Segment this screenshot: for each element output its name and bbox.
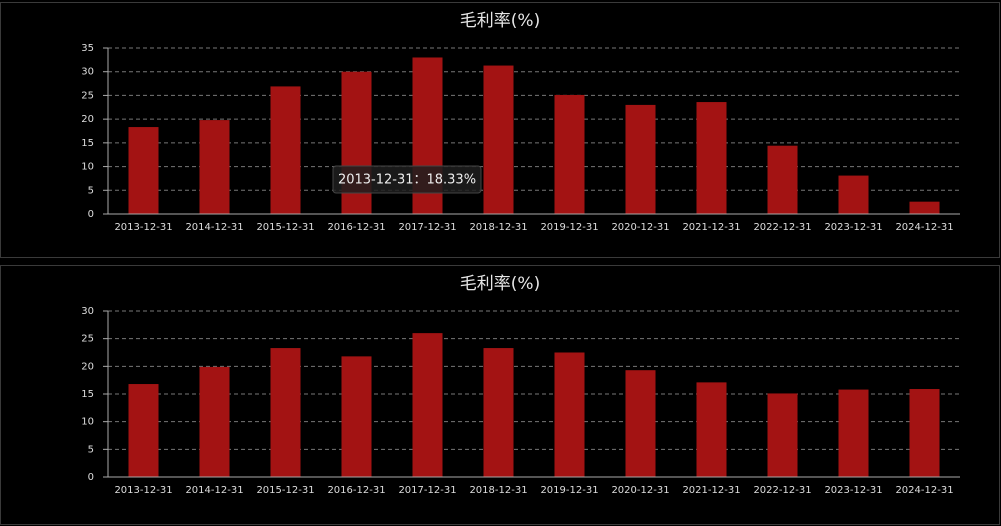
x-tick-label: 2021-12-31 bbox=[682, 485, 740, 496]
y-tick-label: 25 bbox=[81, 90, 94, 101]
x-tick-label: 2014-12-31 bbox=[185, 222, 243, 233]
bar bbox=[270, 348, 301, 477]
bar bbox=[483, 65, 514, 214]
bar bbox=[483, 348, 514, 477]
bar bbox=[199, 366, 230, 477]
bar bbox=[909, 389, 940, 477]
bar bbox=[554, 352, 585, 477]
x-tick-label: 2023-12-31 bbox=[824, 485, 882, 496]
x-tick-label: 2017-12-31 bbox=[398, 222, 456, 233]
x-tick-label: 2015-12-31 bbox=[256, 485, 314, 496]
bar bbox=[270, 86, 301, 214]
bar bbox=[696, 102, 727, 214]
y-tick-label: 15 bbox=[81, 389, 94, 400]
y-tick-label: 30 bbox=[81, 67, 94, 78]
y-tick-label: 0 bbox=[88, 209, 94, 220]
x-tick-label: 2022-12-31 bbox=[753, 485, 811, 496]
y-tick-label: 20 bbox=[81, 114, 94, 125]
x-tick-label: 2023-12-31 bbox=[824, 222, 882, 233]
x-tick-label: 2019-12-31 bbox=[540, 485, 598, 496]
x-tick-label: 2020-12-31 bbox=[611, 485, 669, 496]
y-tick-label: 20 bbox=[81, 361, 94, 372]
x-tick-label: 2020-12-31 bbox=[611, 222, 669, 233]
y-tick-label: 30 bbox=[81, 306, 94, 317]
bar bbox=[767, 393, 798, 477]
tooltip-box bbox=[332, 165, 482, 194]
x-tick-label: 2015-12-31 bbox=[256, 222, 314, 233]
x-tick-label: 2016-12-31 bbox=[327, 222, 385, 233]
bar bbox=[767, 145, 798, 214]
tooltip: 2013-12-31：18.33% bbox=[338, 173, 476, 188]
x-tick-label: 2018-12-31 bbox=[469, 485, 527, 496]
x-tick-label: 2013-12-31 bbox=[114, 222, 172, 233]
bar bbox=[128, 384, 159, 477]
bar bbox=[696, 382, 727, 477]
y-tick-label: 25 bbox=[81, 334, 94, 345]
bar bbox=[128, 127, 159, 214]
y-tick-label: 10 bbox=[81, 162, 94, 173]
x-tick-label: 2022-12-31 bbox=[753, 222, 811, 233]
x-tick-label: 2018-12-31 bbox=[469, 222, 527, 233]
bar bbox=[625, 370, 656, 477]
y-tick-label: 15 bbox=[81, 138, 94, 149]
bar bbox=[412, 333, 443, 477]
bar bbox=[554, 94, 585, 214]
bar bbox=[909, 201, 940, 214]
bar bbox=[838, 389, 869, 477]
y-tick-label: 35 bbox=[81, 43, 94, 54]
x-tick-label: 2021-12-31 bbox=[682, 222, 740, 233]
bar bbox=[625, 104, 656, 214]
y-tick-label: 0 bbox=[88, 472, 94, 483]
y-tick-label: 10 bbox=[81, 417, 94, 428]
x-tick-label: 2024-12-31 bbox=[895, 222, 953, 233]
x-tick-label: 2016-12-31 bbox=[327, 485, 385, 496]
x-tick-label: 2024-12-31 bbox=[895, 485, 953, 496]
chart-title: 毛利率(%) bbox=[460, 274, 540, 294]
x-tick-label: 2014-12-31 bbox=[185, 485, 243, 496]
bar bbox=[341, 356, 372, 477]
y-tick-label: 5 bbox=[88, 444, 94, 455]
x-tick-label: 2013-12-31 bbox=[114, 485, 172, 496]
x-tick-label: 2019-12-31 bbox=[540, 222, 598, 233]
chart-title: 毛利率(%) bbox=[460, 11, 540, 31]
x-tick-label: 2017-12-31 bbox=[398, 485, 456, 496]
bar bbox=[199, 120, 230, 214]
y-tick-label: 5 bbox=[88, 185, 94, 196]
bar bbox=[838, 175, 869, 214]
